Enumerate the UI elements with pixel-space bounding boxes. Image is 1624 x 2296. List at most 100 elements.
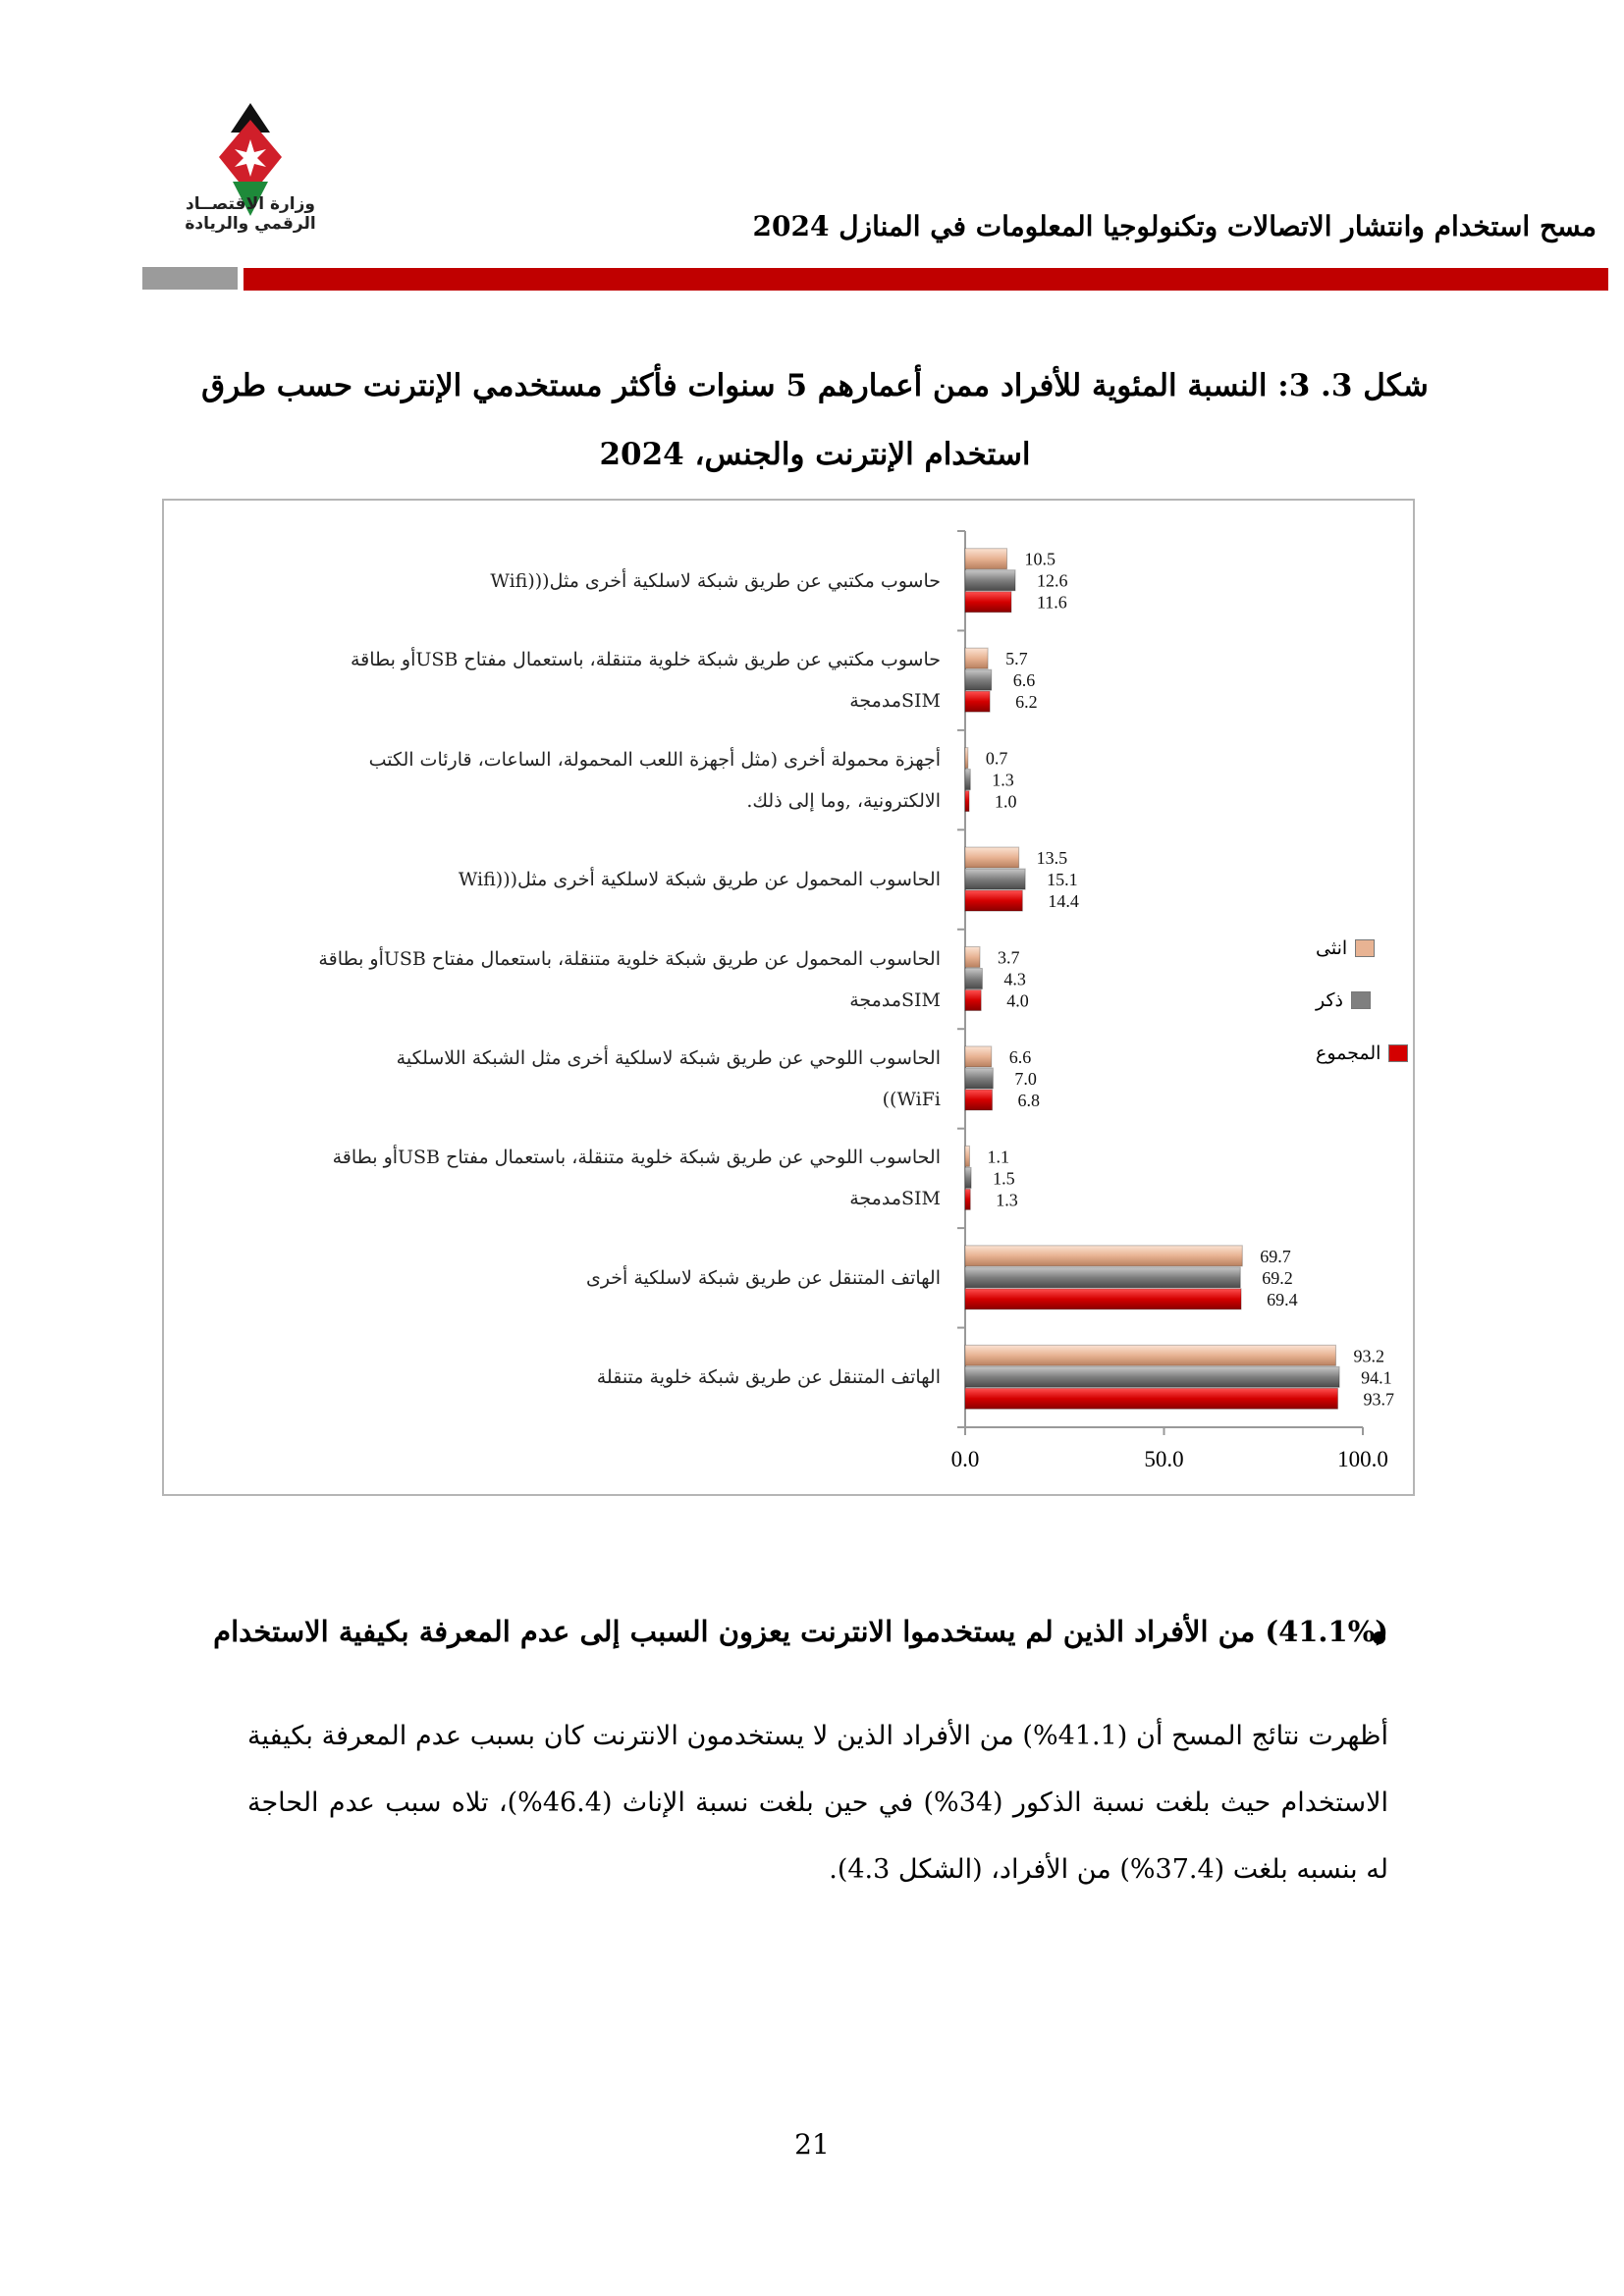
bar — [964, 1266, 1241, 1289]
data-label: 3.7 — [998, 948, 1020, 968]
data-label: 4.0 — [1006, 991, 1029, 1011]
logo-text: وزارة الاقتصــاد الرقمي والريادة — [167, 194, 334, 234]
body-paragraph: أظهرت نتائج المسح أن (41.1%) من الأفراد … — [247, 1721, 1388, 1885]
category-label: الهاتف المتنقل عن طريق شبكة خلوية متنقلة — [312, 1357, 941, 1398]
x-tick-label: 0.0 — [951, 1447, 980, 1471]
data-label: 69.7 — [1260, 1247, 1291, 1266]
category-label-line: الهاتف المتنقل عن طريق شبكة لاسلكية أخرى — [585, 1266, 941, 1289]
figure-title-line-1: شكل 3. 3: النسبة المئوية للأفراد ممن أعم… — [201, 368, 1429, 403]
bar — [964, 1288, 1242, 1310]
category-label-line: الالكترونية، ,وما إلى ذلك. — [746, 789, 941, 812]
data-label: 12.6 — [1037, 571, 1068, 591]
category-label-line: الحاسوب اللوحي عن طريق شبكة لاسلكية أخرى… — [396, 1046, 941, 1069]
page-number: 21 — [794, 2128, 830, 2161]
data-label: 1.1 — [987, 1147, 1009, 1166]
bar — [964, 690, 991, 713]
category-label-line: أجهزة محمولة أخرى (مثل أجهزة اللعب المحم… — [368, 748, 941, 771]
legend-swatch — [1355, 939, 1376, 957]
bar — [964, 1245, 1243, 1267]
data-label: 69.2 — [1262, 1268, 1293, 1288]
bar — [964, 790, 970, 813]
category-label: حاسوب مكتبي عن طريق شبكة لاسلكية أخرى مث… — [312, 561, 941, 602]
x-tick-label: 100.0 — [1337, 1447, 1388, 1471]
bar — [964, 548, 1008, 570]
data-label: 1.5 — [993, 1168, 1014, 1188]
bar — [964, 591, 1012, 614]
header-title: مسح استخدام وانتشار الاتصالات وتكنولوجيا… — [752, 210, 1597, 242]
header-divider-gray — [142, 267, 238, 290]
data-label: 6.2 — [1015, 692, 1038, 712]
data-label: 6.6 — [1013, 670, 1036, 690]
category-label-line: SIMمدمجة — [849, 988, 941, 1011]
legend-item: ذكر — [1316, 989, 1371, 1011]
bar — [964, 1166, 972, 1189]
legend-label: المجموع — [1316, 1042, 1381, 1064]
logo-text-line-2: الرقمي والريادة — [185, 214, 316, 234]
legend-item: المجموع — [1316, 1042, 1409, 1064]
category-label-line: الهاتف المتنقل عن طريق شبكة خلوية متنقلة — [596, 1366, 941, 1389]
legend-swatch — [1351, 991, 1371, 1009]
data-label: 1.3 — [992, 771, 1014, 790]
category-label: الحاسوب المحمول عن طريق شبكة لاسلكية أخر… — [312, 859, 941, 900]
legend-swatch — [1388, 1044, 1409, 1062]
data-label: 1.0 — [995, 792, 1017, 812]
data-label: 94.1 — [1361, 1367, 1392, 1387]
bar — [964, 1089, 994, 1111]
category-label: الهاتف المتنقل عن طريق شبكة لاسلكية أخرى — [312, 1257, 941, 1299]
bar — [964, 968, 983, 989]
data-label: 93.2 — [1353, 1346, 1384, 1365]
bullet-icon — [1373, 1631, 1385, 1644]
bar — [964, 989, 982, 1011]
data-label: 7.0 — [1014, 1069, 1037, 1089]
bar — [964, 889, 1023, 912]
category-label-line: SIMمدمجة — [849, 690, 941, 713]
bar — [964, 1045, 993, 1068]
bar — [964, 868, 1026, 890]
bar — [964, 569, 1016, 592]
category-label-line: حاسوب مكتبي عن طريق شبكة لاسلكية أخرى مث… — [490, 569, 941, 592]
category-label: أجهزة محمولة أخرى (مثل أجهزة اللعب المحم… — [312, 739, 941, 822]
bar — [964, 1188, 971, 1210]
bullet-heading: (41.1%) من الأفراد الذين لم يستخدموا الا… — [213, 1615, 1388, 1648]
data-label: 6.8 — [1018, 1091, 1041, 1110]
ministry-logo — [219, 103, 282, 216]
bar — [964, 647, 989, 669]
bar — [964, 846, 1020, 869]
bar — [964, 668, 993, 691]
category-label-line: الحاسوب المحمول عن طريق شبكة لاسلكية أخر… — [458, 869, 941, 891]
data-label: 13.5 — [1037, 848, 1068, 868]
category-label-line: الحاسوب اللوحي عن طريق شبكة خلوية متنقلة… — [332, 1147, 941, 1169]
data-label: 11.6 — [1037, 593, 1067, 613]
category-label-line: الحاسوب المحمول عن طريق شبكة خلوية متنقل… — [318, 947, 941, 970]
bar — [964, 1365, 1340, 1388]
category-label: الحاسوب اللوحي عن طريق شبكة لاسلكية أخرى… — [312, 1038, 941, 1120]
bar — [964, 1344, 1336, 1366]
legend-item: انثى — [1316, 937, 1376, 959]
header-divider-red — [244, 268, 1608, 291]
data-label: 14.4 — [1048, 891, 1079, 911]
data-label: 10.5 — [1025, 550, 1056, 569]
category-label: الحاسوب المحمول عن طريق شبكة خلوية متنقل… — [312, 938, 941, 1021]
category-label: الحاسوب اللوحي عن طريق شبكة خلوية متنقلة… — [312, 1137, 941, 1219]
category-label-line: SIMمدمجة — [849, 1188, 941, 1210]
data-label: 1.3 — [996, 1190, 1018, 1209]
bar — [964, 946, 981, 968]
chart-frame — [162, 499, 1415, 1496]
bar — [964, 1067, 994, 1090]
bar — [964, 747, 969, 770]
data-label: 6.6 — [1009, 1047, 1032, 1067]
category-label-line: حاسوب مكتبي عن طريق شبكة خلوية متنقلة، ب… — [350, 649, 941, 671]
data-label: 0.7 — [986, 749, 1007, 769]
category-label-line: WiFi)) — [882, 1088, 941, 1110]
data-label: 69.4 — [1267, 1290, 1298, 1309]
bar — [964, 769, 971, 791]
bar — [964, 1387, 1338, 1410]
logo-text-line-1: وزارة الاقتصــاد — [186, 194, 315, 214]
legend-label: انثى — [1316, 937, 1348, 959]
legend-label: ذكر — [1316, 989, 1343, 1011]
data-label: 4.3 — [1003, 970, 1026, 989]
bar — [964, 1145, 970, 1167]
data-label: 5.7 — [1005, 649, 1028, 668]
data-label: 15.1 — [1047, 870, 1078, 889]
